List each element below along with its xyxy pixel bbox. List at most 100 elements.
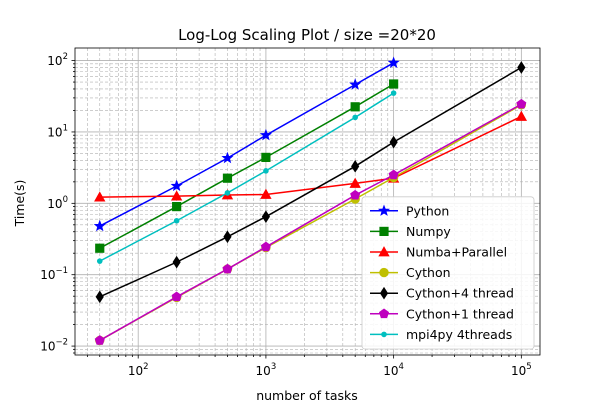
y-tick-base: 10 — [40, 268, 55, 282]
data-point — [389, 79, 399, 89]
y-tick-exponent: −1 — [55, 266, 68, 276]
data-point — [517, 61, 526, 74]
series-cython-4-thread — [95, 61, 526, 304]
data-point — [259, 128, 272, 141]
data-point — [221, 151, 234, 164]
x-tick-base: 10 — [256, 364, 271, 378]
data-point — [351, 159, 360, 173]
y-tick-label: 102 — [47, 52, 68, 68]
x-tick-exponent: 5 — [526, 362, 531, 372]
data-point — [95, 290, 104, 304]
data-point — [515, 110, 528, 121]
data-point — [350, 102, 360, 112]
data-point — [223, 230, 232, 244]
y-tick-exponent: 1 — [63, 123, 68, 133]
data-point — [94, 191, 106, 202]
y-axis-label: Time(s) — [12, 180, 27, 228]
data-point — [516, 98, 527, 109]
data-point — [170, 190, 183, 201]
x-tick-exponent: 3 — [271, 362, 276, 372]
legend-marker — [379, 267, 389, 278]
legend-entry: Cython+1 thread — [370, 306, 514, 321]
data-point — [93, 219, 106, 232]
series-line — [99, 83, 395, 249]
legend-label: Cython+1 thread — [406, 306, 514, 321]
legend-entry: Numpy — [370, 224, 451, 239]
data-point — [222, 173, 233, 183]
y-tick-label: 100 — [47, 195, 68, 211]
legend-marker — [381, 331, 387, 338]
data-point — [388, 169, 399, 180]
data-point — [261, 152, 271, 162]
data-point — [260, 241, 271, 252]
data-point — [260, 188, 272, 199]
y-tick-exponent: 0 — [63, 195, 68, 205]
legend-label: Python — [406, 203, 449, 218]
x-tick-base: 10 — [511, 364, 526, 378]
x-tick-exponent: 2 — [143, 362, 148, 372]
legend-box — [361, 196, 535, 350]
data-point — [350, 189, 361, 200]
y-tick-label: 101 — [47, 123, 68, 139]
x-tick-label: 102 — [128, 362, 149, 378]
y-tick-base: 10 — [40, 340, 55, 354]
legend-label: Numba+Parallel — [406, 245, 507, 260]
legend-entry: Cython+4 thread — [370, 286, 514, 301]
y-tick-base: 10 — [47, 54, 62, 68]
legend-entry: Numba+Parallel — [370, 245, 507, 260]
legend-marker — [379, 286, 389, 300]
data-point — [222, 263, 233, 274]
x-tick-label: 104 — [383, 362, 404, 378]
data-point — [95, 243, 105, 253]
legend-entry: mpi4py 4threads — [370, 327, 512, 342]
legend-marker — [378, 246, 390, 257]
data-point — [172, 201, 182, 212]
axes-frame — [74, 47, 541, 356]
x-tick-label: 105 — [511, 362, 532, 378]
series-numpy — [95, 79, 399, 253]
x-tick-exponent: 4 — [399, 362, 404, 372]
y-tick-base: 10 — [47, 125, 62, 139]
series-line — [99, 92, 395, 262]
legend-label: Cython+4 thread — [406, 286, 514, 301]
x-tick-label: 103 — [256, 362, 277, 378]
y-tick-exponent: −2 — [55, 338, 68, 348]
y-tick-label: 10−1 — [40, 266, 68, 282]
series-cython-1-thread — [94, 98, 527, 345]
series-mpi4py-4threads — [96, 90, 397, 264]
data-point — [261, 210, 270, 224]
legend-label: Numpy — [406, 224, 451, 239]
data-point — [173, 217, 180, 224]
data-point — [170, 179, 183, 192]
x-axis-label: number of tasks — [256, 388, 358, 400]
legend-entry: Cython — [370, 265, 451, 280]
legend-label: mpi4py 4threads — [406, 327, 512, 342]
chart-title: Log-Log Scaling Plot / size =20*20 — [178, 26, 436, 44]
legend: Python Numpy Numba+Parallel Cython Cython+4 … — [361, 196, 535, 350]
data-point — [94, 335, 105, 345]
series-layer — [93, 56, 528, 346]
series-python — [93, 56, 400, 232]
data-point — [349, 78, 362, 90]
data-point — [263, 168, 269, 174]
legend-label: Cython — [406, 265, 451, 280]
y-tick-label: 10−2 — [40, 338, 68, 354]
data-point — [352, 114, 358, 121]
data-point — [172, 255, 181, 269]
x-tick-base: 10 — [128, 364, 143, 378]
data-point — [171, 291, 182, 302]
data-point — [224, 190, 231, 196]
legend-marker — [377, 204, 391, 216]
data-point — [390, 90, 397, 96]
x-tick-base: 10 — [383, 364, 398, 378]
data-point — [389, 135, 398, 149]
data-point — [349, 177, 361, 188]
legend-marker — [378, 308, 390, 319]
legend-marker — [379, 226, 389, 236]
series-line — [99, 62, 394, 227]
y-tick-exponent: 2 — [63, 52, 68, 62]
y-tick-base: 10 — [47, 197, 62, 211]
data-point — [96, 258, 103, 264]
